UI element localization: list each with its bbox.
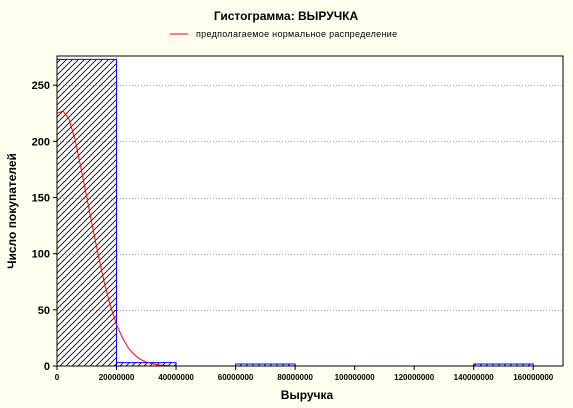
grid-lines <box>57 85 563 311</box>
x-tick-label: 100000000 <box>335 373 376 382</box>
x-tick-label: 160000000 <box>513 373 554 382</box>
legend: предполагаемое нормальное распределение <box>170 29 397 39</box>
plot-frame <box>56 55 564 367</box>
chart-title: Гистограмма: ВЫРУЧКА <box>214 9 359 23</box>
x-tick-label: 20000000 <box>99 373 135 382</box>
x-tick-label: 120000000 <box>394 373 435 382</box>
y-tick-label: 150 <box>32 193 50 205</box>
normal-distribution-curve <box>56 110 177 367</box>
x-tick-label: 40000000 <box>158 373 194 382</box>
x-tick-label: 80000000 <box>277 373 313 382</box>
y-tick-label: 0 <box>44 361 50 373</box>
plot-area <box>57 56 563 366</box>
x-tick-label: 0 <box>55 373 60 382</box>
histogram-bars <box>56 58 534 367</box>
x-axis-ticks: 0 20000000 40000000 60000000 80000000 1000000… <box>55 366 554 382</box>
y-axis-ticks: 0 50 100 150 200 250 <box>32 80 57 373</box>
x-tick-label: 60000000 <box>218 373 254 382</box>
y-tick-label: 200 <box>32 136 50 148</box>
legend-label: предполагаемое нормальное распределение <box>196 29 397 39</box>
y-tick-label: 50 <box>38 305 50 317</box>
y-tick-label: 100 <box>32 249 50 261</box>
x-tick-label: 140000000 <box>454 373 495 382</box>
histogram-bar-1 <box>56 58 118 367</box>
y-tick-label: 250 <box>32 80 50 92</box>
x-axis-label: Выручка <box>281 388 334 402</box>
y-axis-label: Число покупателей <box>5 153 19 269</box>
